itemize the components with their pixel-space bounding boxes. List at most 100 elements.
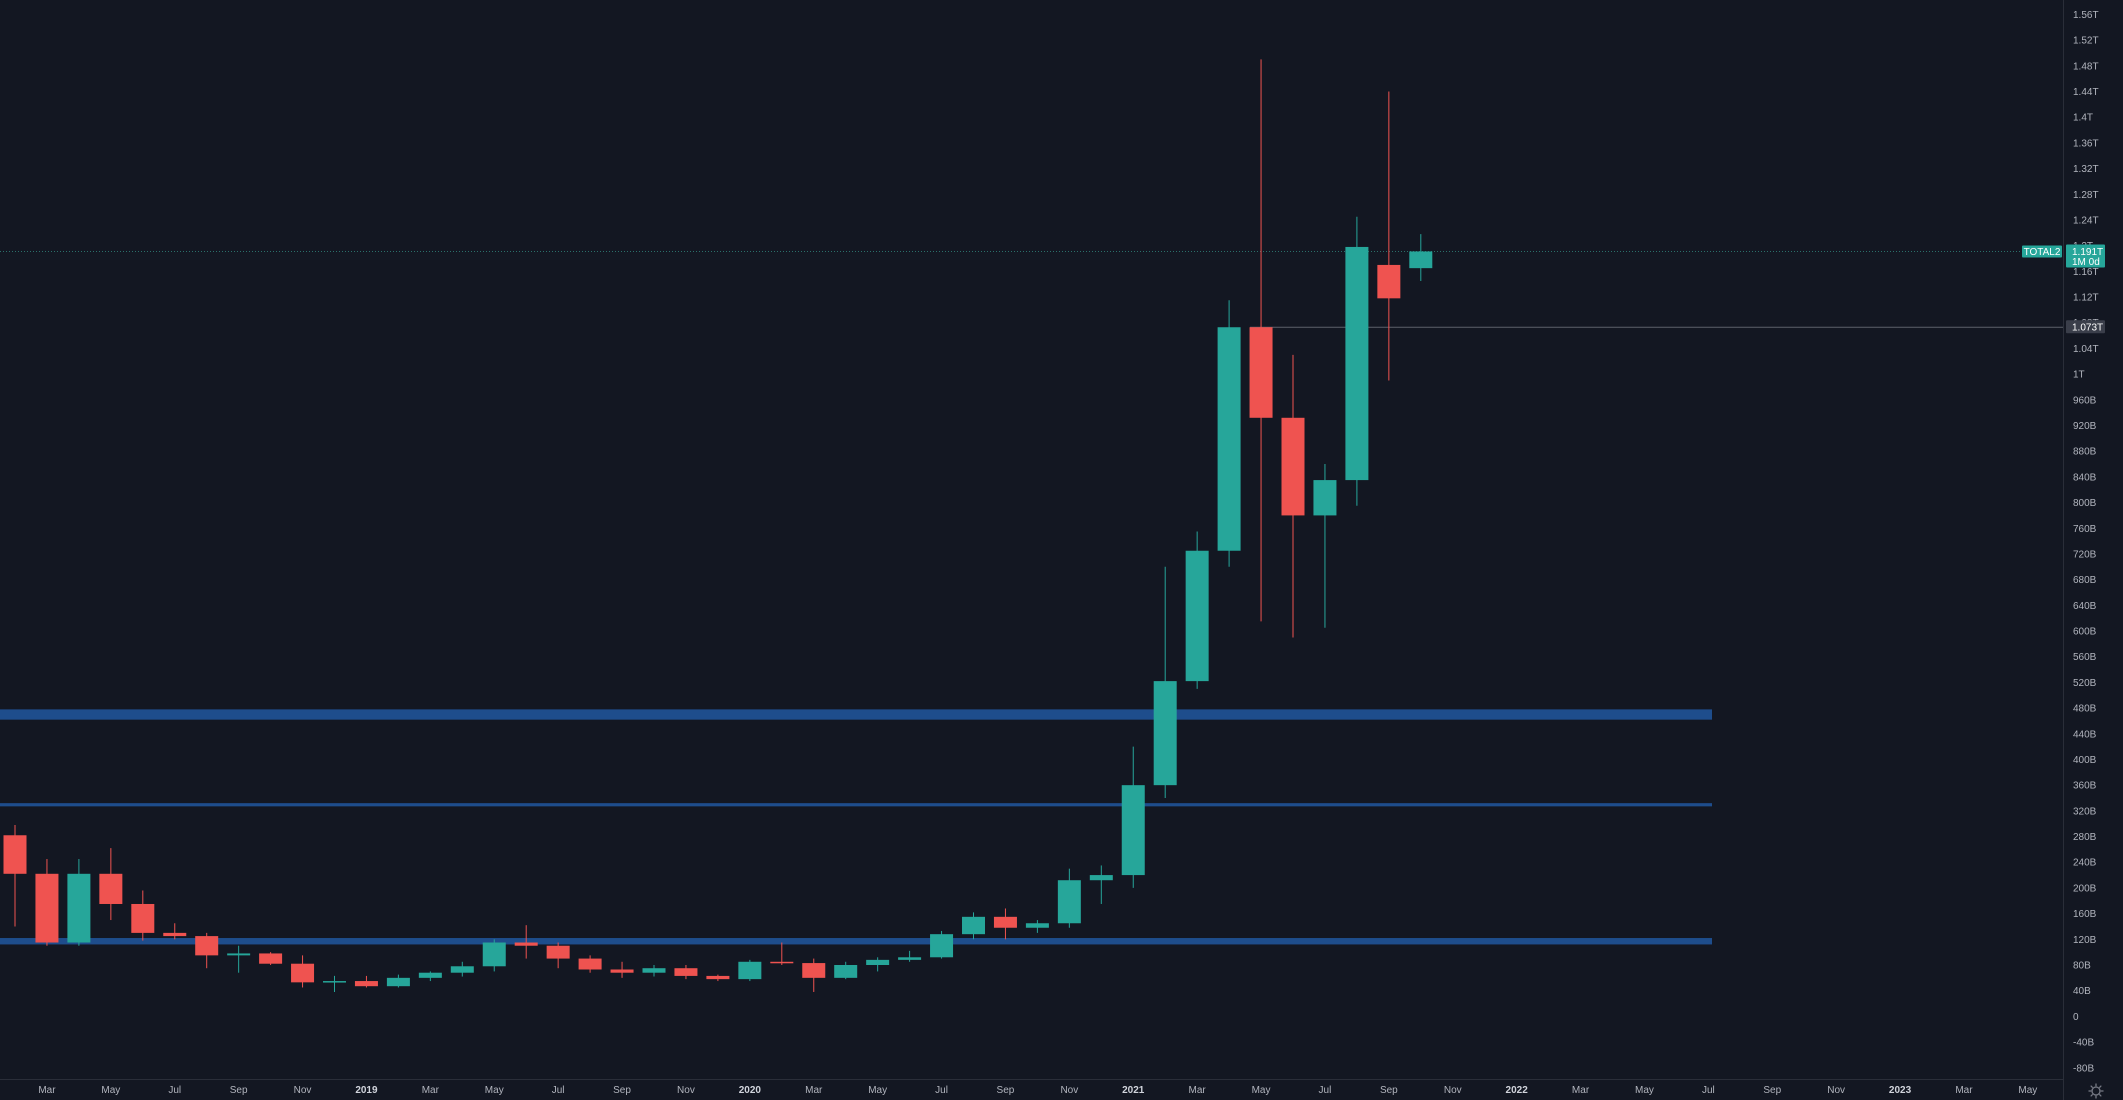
candle-2021-09[interactable] bbox=[1377, 91, 1401, 381]
price-tick-label: 160B bbox=[2073, 909, 2097, 920]
candle-2020-01[interactable] bbox=[738, 959, 762, 982]
candle-2019-10[interactable] bbox=[642, 964, 666, 977]
price-tick-label: 1.16T bbox=[2073, 267, 2099, 278]
time-axis[interactable]: Mar May Jul Sep Nov 2019 Mar May Jul Sep Nov 2020 Ma… bbox=[38, 1085, 2037, 1096]
price-tick-label: 280B bbox=[2073, 832, 2097, 843]
candle-body bbox=[35, 873, 59, 943]
candle-2019-06[interactable] bbox=[514, 925, 538, 959]
time-tick-label: Sep bbox=[613, 1085, 631, 1096]
candle-2018-07[interactable] bbox=[163, 923, 187, 940]
candle-2020-06[interactable] bbox=[898, 950, 922, 962]
candle-2018-06[interactable] bbox=[131, 890, 155, 941]
candle-2020-12[interactable] bbox=[1089, 865, 1113, 904]
candle-body bbox=[706, 975, 730, 980]
candle-2018-11[interactable] bbox=[291, 955, 315, 988]
candle-2020-04[interactable] bbox=[834, 961, 858, 980]
candle-body bbox=[386, 977, 410, 987]
candle-2018-10[interactable] bbox=[259, 952, 283, 965]
candle-2021-06[interactable] bbox=[1281, 354, 1305, 638]
candle-2021-04[interactable] bbox=[1217, 300, 1241, 567]
price-tick-label: 760B bbox=[2073, 524, 2097, 535]
candles bbox=[3, 59, 1433, 992]
time-tick-label: Nov bbox=[294, 1085, 312, 1096]
price-tick-label: 1.56T bbox=[2073, 10, 2099, 21]
candle-2019-03[interactable] bbox=[418, 971, 442, 982]
price-tick-label: 960B bbox=[2073, 395, 2097, 406]
candle-body bbox=[546, 945, 570, 959]
candle-2019-11[interactable] bbox=[674, 964, 698, 980]
candle-2021-01[interactable] bbox=[1121, 746, 1145, 888]
zone-band-1 bbox=[0, 803, 1712, 807]
candle-2018-05[interactable] bbox=[99, 848, 123, 921]
price-tick-label: 560B bbox=[2073, 652, 2097, 663]
time-tick-year-label: 2019 bbox=[355, 1085, 378, 1096]
candle-2020-11[interactable] bbox=[1057, 868, 1081, 928]
candle-2018-04[interactable] bbox=[67, 859, 91, 946]
bar-countdown: 1M 0d bbox=[2072, 257, 2100, 268]
price-tick-label: 1.52T bbox=[2073, 36, 2099, 47]
price-tick-label: 1.28T bbox=[2073, 190, 2099, 201]
candle-2019-07[interactable] bbox=[546, 942, 570, 969]
price-axis[interactable]: 1.56T 1.52T 1.48T 1.44T 1.4T 1.36T 1.32T 1.28T 1… bbox=[2073, 10, 2099, 1074]
candle-body bbox=[1153, 681, 1177, 786]
candle-body bbox=[898, 957, 922, 960]
candle-2019-01[interactable] bbox=[354, 975, 378, 988]
price-tick-label: 80B bbox=[2073, 960, 2091, 971]
candle-2021-05[interactable] bbox=[1249, 59, 1273, 622]
candle-2019-02[interactable] bbox=[386, 974, 410, 988]
time-tick-label: Sep bbox=[1380, 1085, 1398, 1096]
candle-body bbox=[1217, 327, 1241, 551]
candle-2020-03[interactable] bbox=[802, 958, 826, 992]
time-tick-label: Mar bbox=[1189, 1085, 1207, 1096]
candle-2020-08[interactable] bbox=[962, 912, 985, 940]
candle-2019-09[interactable] bbox=[610, 961, 634, 978]
candle-2018-03[interactable] bbox=[35, 859, 59, 946]
candle-body bbox=[738, 961, 762, 980]
price-tick-label: 1.4T bbox=[2073, 113, 2093, 124]
candle-2019-12[interactable] bbox=[706, 974, 730, 982]
candle-2020-10[interactable] bbox=[1025, 920, 1049, 933]
time-tick-label: Mar bbox=[38, 1085, 56, 1096]
time-tick-label: Nov bbox=[1444, 1085, 1462, 1096]
candle-2020-05[interactable] bbox=[866, 957, 890, 972]
reference-price-value: 1.073T bbox=[2072, 323, 2103, 334]
price-tick-label: -40B bbox=[2073, 1038, 2094, 1049]
price-tick-label: 1.24T bbox=[2073, 215, 2099, 226]
candle-2019-05[interactable] bbox=[482, 939, 506, 972]
candle-2021-02[interactable] bbox=[1153, 566, 1177, 799]
candle-2021-07[interactable] bbox=[1313, 464, 1337, 628]
price-tick-label: 440B bbox=[2073, 729, 2097, 740]
candle-2019-04[interactable] bbox=[450, 961, 474, 977]
reference-price-badge: 1.073T bbox=[2066, 320, 2105, 334]
candle-2020-07[interactable] bbox=[930, 930, 954, 959]
price-tick-label: 1T bbox=[2073, 370, 2085, 381]
price-tick-label: 1.32T bbox=[2073, 164, 2099, 175]
candle-2018-12[interactable] bbox=[323, 975, 346, 992]
candle-2019-08[interactable] bbox=[578, 955, 602, 973]
candle-2021-03[interactable] bbox=[1185, 531, 1209, 689]
candle-body bbox=[323, 981, 346, 983]
candle-body bbox=[259, 953, 283, 964]
candle-2018-02[interactable] bbox=[3, 824, 27, 927]
candle-2020-02[interactable] bbox=[770, 942, 794, 965]
time-tick-label: May bbox=[2018, 1085, 2037, 1096]
candle-2021-10[interactable] bbox=[1409, 234, 1433, 281]
candle-2021-08[interactable] bbox=[1345, 216, 1369, 506]
time-tick-label: May bbox=[868, 1085, 887, 1096]
candle-body bbox=[163, 932, 187, 937]
candle-body bbox=[866, 959, 890, 965]
candle-body bbox=[930, 934, 954, 958]
candle-body bbox=[67, 873, 91, 943]
price-tick-label: 1.12T bbox=[2073, 293, 2099, 304]
candle-2018-08[interactable] bbox=[195, 932, 219, 969]
candle-body bbox=[1409, 251, 1433, 269]
settings-gear-icon[interactable] bbox=[2088, 1083, 2104, 1099]
candle-2018-09[interactable] bbox=[227, 945, 251, 973]
time-tick-label: May bbox=[485, 1085, 504, 1096]
time-tick-label: Sep bbox=[1763, 1085, 1781, 1096]
candle-2020-09[interactable] bbox=[993, 908, 1017, 940]
